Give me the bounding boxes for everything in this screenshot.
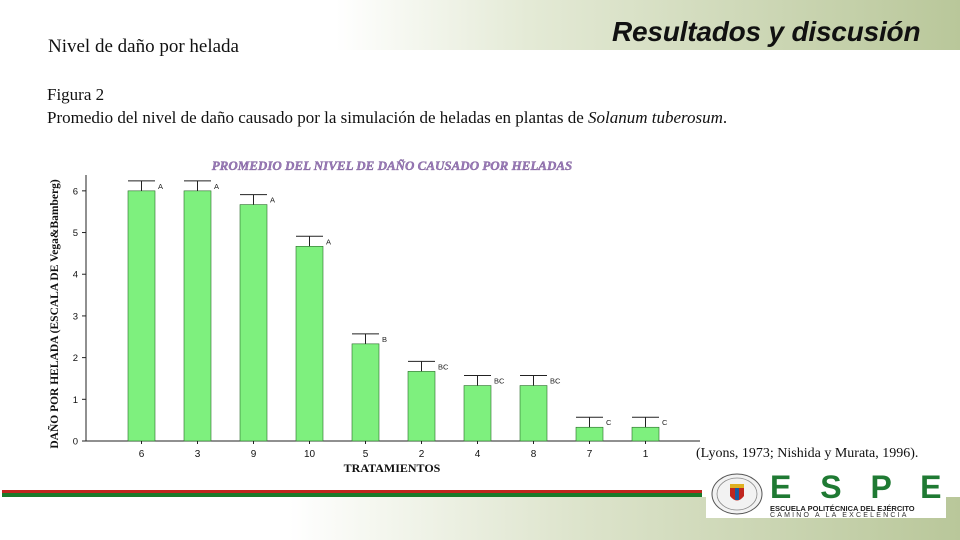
footer-red-rule <box>2 490 702 493</box>
espe-wordmark: E S P E <box>770 469 952 505</box>
slide-title: Nivel de daño por helada <box>48 36 239 57</box>
y-tick-label: 4 <box>73 270 78 281</box>
significance-letter: BC <box>438 362 449 371</box>
citation: (Lyons, 1973; Nishida y Murata, 1996). <box>696 446 919 461</box>
x-tick-label: 4 <box>475 449 481 460</box>
significance-letter: B <box>382 335 387 344</box>
x-axis-label: TRATAMIENTOS <box>344 461 441 475</box>
caption-species: Solanum tuberosum <box>588 108 723 127</box>
bar <box>351 343 380 442</box>
x-tick-label: 3 <box>195 449 201 460</box>
x-tick-label: 8 <box>531 449 537 460</box>
caption-end: . <box>722 108 728 127</box>
y-tick-label: 2 <box>73 353 78 364</box>
x-tick-label: 9 <box>251 449 257 460</box>
significance-letter: A <box>270 196 275 205</box>
x-tick-label: 5 <box>363 449 369 460</box>
significance-letter: BC <box>550 377 561 386</box>
bar <box>631 426 660 442</box>
figure-caption: Promedio del nivel de daño causado por l… <box>47 108 727 128</box>
espe-motto: CAMINO A LA EXCELENCIA <box>770 512 909 519</box>
bar <box>519 385 548 442</box>
y-tick-label: 0 <box>73 437 78 448</box>
section-title: Resultados y discusión <box>612 16 921 47</box>
bar <box>407 371 436 442</box>
x-tick-label: 10 <box>304 449 316 460</box>
y-tick-label: 1 <box>73 395 78 406</box>
footer-green-rule <box>2 493 702 497</box>
bar <box>239 204 268 442</box>
y-axis-label: DAÑO POR HELADA (ESCALA DE Vega&Bamberg) <box>47 179 61 448</box>
y-tick-label: 5 <box>73 228 78 239</box>
significance-letter: C <box>606 418 612 427</box>
chart-title: PROMEDIO DEL NIVEL DE DAÑO CAUSADO POR H… <box>212 158 573 173</box>
espe-logo: E S P E ESCUELA POLITÉCNICA DEL EJÉRCITO… <box>706 470 946 519</box>
bar-chart: PROMEDIO DEL NIVEL DE DAÑO CAUSADO POR H… <box>47 158 700 475</box>
significance-letter: A <box>214 182 219 191</box>
y-tick-label: 3 <box>73 311 78 322</box>
significance-letter: A <box>158 182 163 191</box>
significance-letter: C <box>662 418 668 427</box>
bar <box>295 245 324 442</box>
x-tick-label: 7 <box>587 449 593 460</box>
x-tick-label: 2 <box>419 449 425 460</box>
bar <box>183 190 212 442</box>
significance-letter: BC <box>494 377 505 386</box>
plot-area: 0 1 2 3 4 5 6 A 6 A 3 A 9 A 10 B 5 BC 2 BC 4 BC 8 C 7 C 1 <box>73 175 700 460</box>
bar <box>575 426 604 442</box>
significance-letter: A <box>326 237 331 246</box>
y-tick-label: 6 <box>73 186 78 197</box>
x-tick-label: 1 <box>643 449 649 460</box>
espe-institution: ESCUELA POLITÉCNICA DEL EJÉRCITO <box>770 504 915 513</box>
x-tick-label: 6 <box>139 449 145 460</box>
caption-text: Promedio del nivel de daño causado por l… <box>47 108 589 127</box>
figure-label: Figura 2 <box>47 85 105 104</box>
crest-icon <box>711 473 763 515</box>
bar <box>127 190 156 442</box>
header-band <box>0 0 960 50</box>
bar <box>463 385 492 442</box>
